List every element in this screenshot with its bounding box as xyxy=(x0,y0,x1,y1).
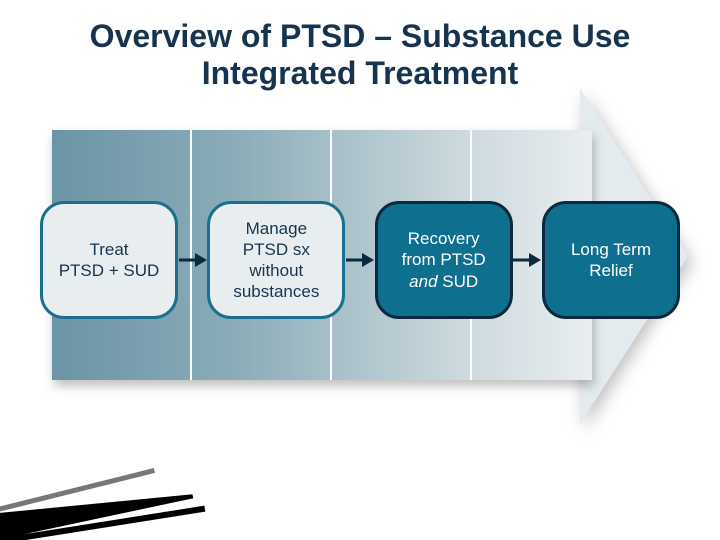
step-label-line: Long Term xyxy=(571,240,651,259)
step-label: Long Term Relief xyxy=(571,239,651,282)
slide-title: Overview of PTSD – Substance Use Integra… xyxy=(0,0,720,92)
title-line-2: Integrated Treatment xyxy=(202,55,519,91)
process-step: Manage PTSD sx without substances xyxy=(207,201,345,319)
step-label-line: Recovery xyxy=(408,229,480,248)
step-label-line: Treat xyxy=(89,240,128,259)
connector-arrow-icon xyxy=(345,251,374,269)
step-label-line: Manage xyxy=(246,219,307,238)
step-label-line: substances xyxy=(233,282,319,301)
corner-decoration xyxy=(0,460,200,540)
step-label: Manage PTSD sx without substances xyxy=(233,218,319,303)
step-label-line: PTSD + SUD xyxy=(59,261,160,280)
process-step: Treat PTSD + SUD xyxy=(40,201,178,319)
process-step: Recovery from PTSD and SUD xyxy=(375,201,513,319)
step-label-line: from PTSD xyxy=(402,250,486,269)
process-steps: Treat PTSD + SUD Manage PTSD sx without subs… xyxy=(40,196,680,324)
step-label-line: Relief xyxy=(589,261,632,280)
process-step: Long Term Relief xyxy=(542,201,680,319)
connector-arrow-icon xyxy=(513,251,542,269)
step-label: Recovery from PTSD and SUD xyxy=(402,228,486,292)
step-label-line: without xyxy=(249,261,303,280)
title-line-1: Overview of PTSD – Substance Use xyxy=(90,18,631,54)
step-label-line: and SUD xyxy=(409,272,478,291)
step-label-line: PTSD sx xyxy=(243,240,310,259)
connector-arrow-icon xyxy=(178,251,207,269)
step-label: Treat PTSD + SUD xyxy=(59,239,160,282)
